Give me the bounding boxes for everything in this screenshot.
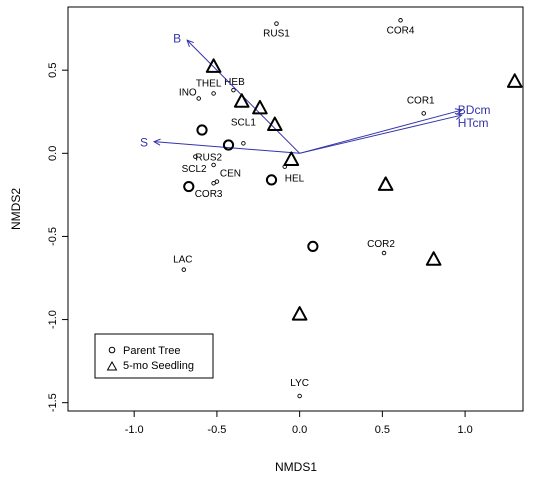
species-point xyxy=(241,141,246,146)
parent-tree-point xyxy=(307,240,319,253)
y-tick-label: 0.0 xyxy=(47,146,59,161)
species-label: RUS1 xyxy=(263,29,290,40)
seedling-point xyxy=(377,176,394,191)
vector-label: BDcm xyxy=(458,103,491,117)
legend-triangle-icon xyxy=(106,360,118,371)
seedling-point xyxy=(233,93,250,108)
y-tick-label: -0.5 xyxy=(47,227,59,246)
species-label: COR3 xyxy=(195,189,223,200)
legend-box xyxy=(94,333,214,379)
vector-arrow-line xyxy=(299,114,462,154)
species-label: COR4 xyxy=(387,25,415,36)
parent-tree-point xyxy=(183,180,195,193)
species-label: CEN xyxy=(220,169,241,180)
species-label: SCL1 xyxy=(231,117,256,128)
plot-frame xyxy=(67,6,524,412)
species-point xyxy=(196,96,201,101)
species-label: SCL2 xyxy=(182,164,207,175)
x-tick-label: 0.0 xyxy=(292,424,307,436)
species-point xyxy=(211,162,216,168)
species-label: COR1 xyxy=(407,95,435,106)
species-point xyxy=(381,250,387,256)
seedling-point xyxy=(425,251,442,266)
vector-arrow-line xyxy=(299,109,462,154)
seedling-point xyxy=(267,116,283,132)
species-point xyxy=(274,21,279,26)
species-label: HEB xyxy=(224,77,245,88)
x-axis: -1.0 -0.5 0.0 0.5 1.0 xyxy=(125,411,473,436)
legend-label-parent-tree: Parent Tree xyxy=(123,345,180,357)
x-tick-label: -0.5 xyxy=(207,424,226,436)
legend-label-5mo-seedling: 5-mo Seedling xyxy=(123,360,194,372)
species-point xyxy=(297,393,302,399)
seedling-point xyxy=(291,306,308,321)
vector-arrowhead-icon xyxy=(454,108,463,116)
legend: Parent Tree 5-mo Seedling xyxy=(94,333,214,379)
species-label: COR2 xyxy=(367,239,395,250)
y-tick-label: 0.5 xyxy=(47,63,59,78)
site-points-layer xyxy=(183,58,523,321)
species-label: INO xyxy=(179,87,197,98)
vector-arrow-line xyxy=(153,141,300,154)
vector-label: S xyxy=(140,136,148,150)
species-label: LYC xyxy=(290,378,309,389)
species-label: HEL xyxy=(285,174,305,185)
species-label: LAC xyxy=(173,255,192,266)
vector-arrowhead-icon xyxy=(186,39,194,48)
seedling-point xyxy=(205,58,222,73)
legend-circle-icon xyxy=(108,346,116,354)
species-point xyxy=(421,111,426,116)
vector-label: HTcm xyxy=(458,116,489,130)
species-point xyxy=(231,87,236,93)
parent-tree-point xyxy=(196,124,208,136)
y-tick-label: -1.5 xyxy=(47,393,59,412)
parent-tree-point xyxy=(222,139,235,151)
vector-arrowhead-icon xyxy=(454,113,463,120)
species-label: THEL xyxy=(196,78,222,89)
seedling-point xyxy=(252,99,268,115)
x-tick-label: 1.0 xyxy=(457,424,472,436)
seedling-point xyxy=(506,73,523,88)
vector-arrowhead-icon xyxy=(152,138,161,146)
seedling-point xyxy=(283,151,300,166)
y-axis-title: NMDS2 xyxy=(9,188,23,230)
species-point xyxy=(211,180,216,186)
x-axis-title: NMDS1 xyxy=(275,460,317,474)
species-point xyxy=(193,154,198,159)
parent-tree-point xyxy=(265,174,278,186)
species-label: RUS2 xyxy=(195,153,222,164)
species-point xyxy=(398,18,403,23)
x-tick-label: 0.5 xyxy=(375,424,390,436)
x-tick-label: -1.0 xyxy=(125,424,144,436)
species-point xyxy=(181,267,187,272)
vector-label: B xyxy=(173,31,181,45)
species-point xyxy=(211,91,216,96)
y-axis: -1.5 -1.0 -0.5 0.0 0.5 xyxy=(47,63,68,412)
y-tick-label: -1.0 xyxy=(47,310,59,329)
